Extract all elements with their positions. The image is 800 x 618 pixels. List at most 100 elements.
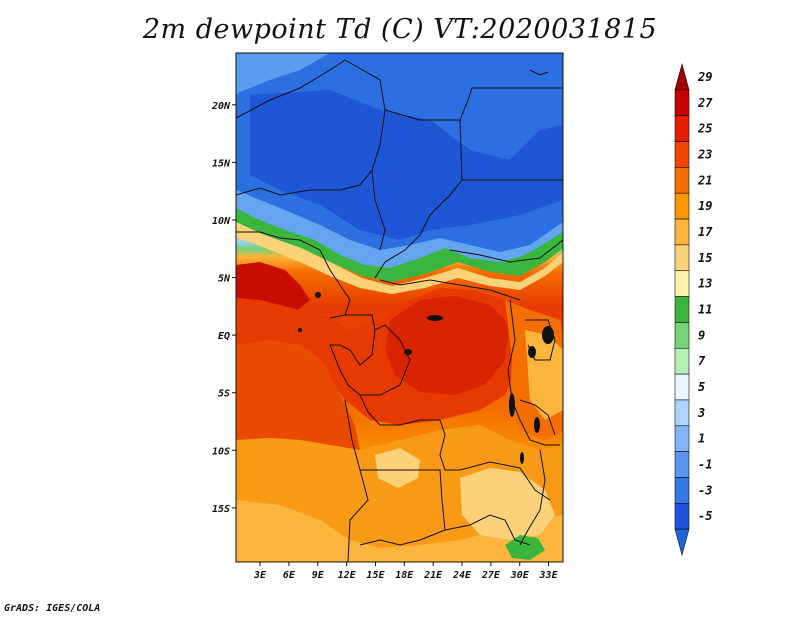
lon-tick-label: 21E (423, 570, 443, 581)
colorbar-swatch (674, 451, 690, 478)
colorbar-label: 27 (697, 96, 713, 110)
colorbar-label: 11 (698, 303, 712, 317)
colorbar-label: 1 (698, 432, 705, 446)
lat-tick-label: 20N (211, 101, 231, 112)
lon-tick-label: 27E (481, 570, 501, 581)
lakes (298, 292, 554, 464)
region-coastal-tropical (236, 262, 310, 310)
lat-tick-label: 10N (212, 216, 231, 227)
lake (404, 349, 412, 355)
grads-credit: GrADS: IGES/COLA (4, 603, 101, 614)
lon-tick-label: 9E (312, 570, 325, 581)
colorbar-label: 21 (697, 173, 712, 187)
border-line (444, 514, 531, 546)
colorbar-arrow-top (674, 62, 690, 91)
border-line (374, 119, 463, 279)
colorbar-label: 9 (698, 328, 705, 342)
colorbar-swatch (674, 218, 690, 246)
region-southern-lighter (236, 500, 563, 562)
border-line (236, 231, 331, 271)
lon-tick-label: 18E (395, 570, 414, 581)
region-west-coast-orange (236, 340, 360, 450)
border-line (507, 299, 560, 446)
colorbar-swatch (674, 503, 690, 530)
colorbar-label: -3 (698, 483, 712, 497)
region-angola-pale (375, 448, 420, 488)
colorbar-swatch (674, 89, 690, 116)
border-line (236, 59, 346, 119)
colorbar-swatch (674, 141, 690, 168)
colorbar-swatch (674, 296, 690, 323)
region-sahara-light-streak (236, 53, 330, 95)
colorbar-label: 7 (698, 354, 706, 368)
colorbar-label: 15 (698, 251, 712, 265)
border-line (344, 399, 369, 562)
colorbar-arrow-bottom (674, 528, 690, 557)
border-line (379, 279, 521, 301)
latitude-axis: 20N 15N 10N 5N EQ 5S 10S 15S (211, 101, 236, 515)
colorbar-label: 19 (698, 199, 712, 213)
border-line (529, 69, 549, 76)
color-legend: 29 27 25 23 21 19 17 15 13 11 9 7 5 3 1 -1 -3 -5 (674, 62, 713, 557)
colorbar-swatch (674, 373, 690, 401)
border-line (459, 461, 551, 501)
lon-tick-label: 33E (539, 570, 559, 581)
border-line (329, 269, 351, 319)
colorbar-label: 3 (697, 406, 705, 420)
colorbar-swatch (674, 115, 690, 142)
lat-tick-label: 5S (218, 389, 230, 400)
lon-tick-label: 15E (366, 570, 385, 581)
lake (298, 328, 302, 332)
region-sahel-transition (236, 190, 563, 275)
region-zambezi-dry (460, 468, 555, 540)
region-sahara-dry-core (250, 90, 563, 240)
lat-tick-label: EQ (218, 331, 230, 342)
region-congo-core (385, 296, 510, 395)
colorbar-swatch (674, 399, 690, 427)
lake (528, 346, 536, 358)
longitude-axis: 3E 6E 9E 12E 15E 18E 21E 24E 27E 30E 33E (253, 562, 559, 581)
lake (520, 452, 524, 464)
lat-tick-label: 10S (212, 446, 230, 457)
lat-tick-label: 15S (212, 504, 230, 515)
region-south-green-patch (505, 535, 545, 560)
lon-tick-label: 30E (510, 570, 530, 581)
border-line (519, 449, 546, 546)
region-sahel-green-band (236, 208, 563, 282)
colorbar-swatch (674, 347, 690, 375)
border-line (359, 394, 460, 471)
lake (534, 417, 540, 433)
colorbar-swatch (674, 192, 690, 220)
lon-tick-label: 12E (338, 570, 357, 581)
colorbar-label: -1 (698, 458, 712, 472)
colorbar-swatch (674, 167, 690, 194)
colorbar-swatch (674, 477, 690, 504)
border-line (236, 59, 386, 196)
colorbar-label: 13 (698, 277, 712, 291)
lon-tick-label: 3E (253, 570, 267, 581)
colorbar-label: -5 (698, 509, 712, 523)
lat-tick-label: 15N (212, 158, 231, 169)
border-line (519, 399, 556, 436)
lake (315, 292, 321, 298)
colorbar-swatch (674, 322, 690, 349)
lake (427, 315, 443, 321)
border-line (371, 169, 386, 251)
lon-tick-label: 24E (452, 570, 472, 581)
border-line (329, 324, 411, 396)
lon-tick-label: 6E (283, 570, 296, 581)
colorbar-label: 5 (698, 380, 705, 394)
country-borders (236, 59, 563, 562)
lake (509, 393, 515, 417)
lake (542, 326, 554, 344)
colorbar-swatch (674, 270, 690, 297)
dewpoint-field (236, 53, 563, 562)
colorbar-swatch (674, 244, 690, 272)
map-title: 2m dewpoint Td (C) VT:2020031815 (142, 14, 658, 45)
map-frame (235, 52, 564, 563)
border-line (330, 314, 376, 366)
border-line (525, 319, 556, 361)
colorbar-label: 17 (698, 225, 713, 239)
colorbar-label: 29 (697, 70, 712, 84)
